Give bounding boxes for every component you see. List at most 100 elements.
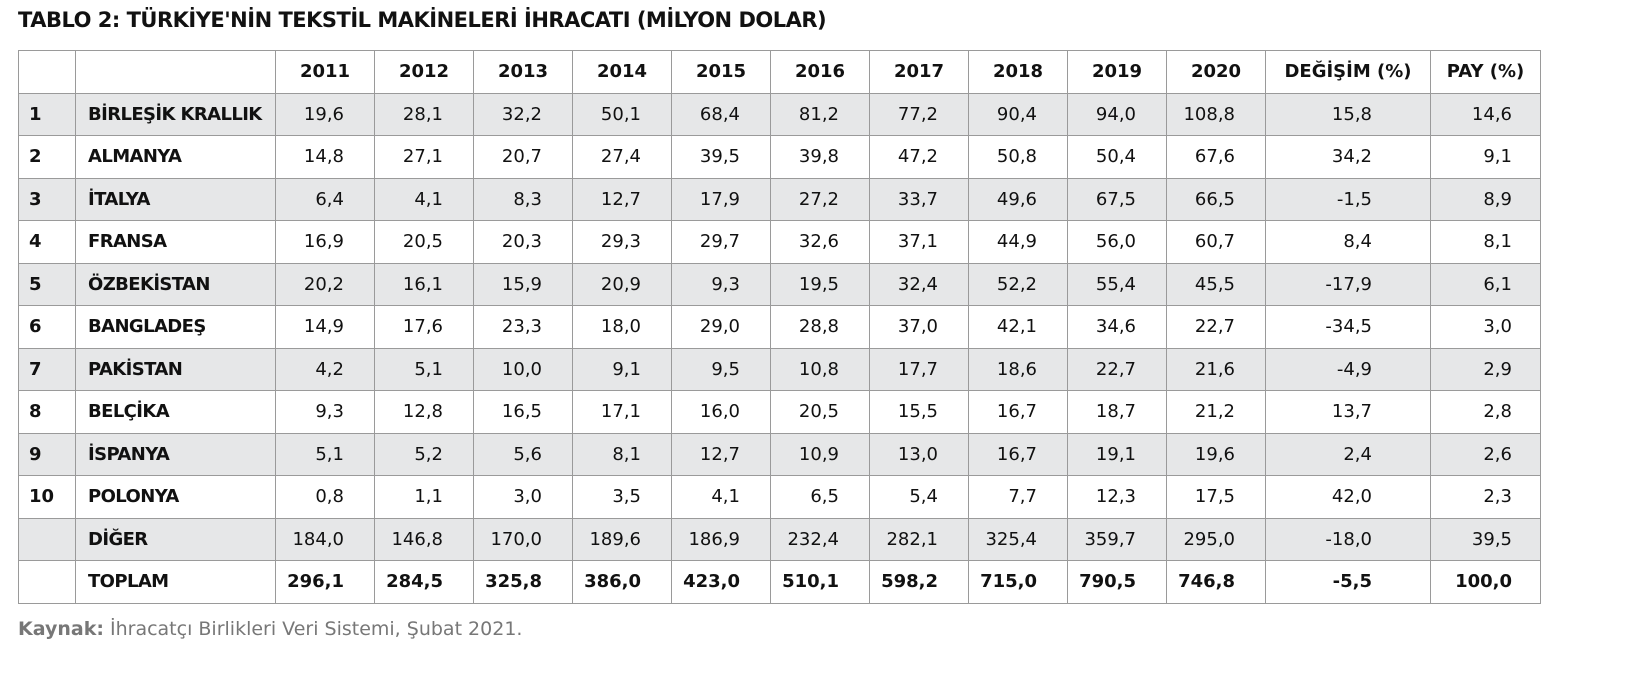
value-cell: 18,7 [1067,390,1167,434]
value-cell: 47,2 [869,135,969,179]
table-row: 8 BELÇİKA 9,3 12,8 16,5 17,1 16,0 20,5 15,5 16,7 1… [18,390,1541,434]
value-cell: 2,9 [1430,347,1541,391]
source-label: Kaynak: [18,618,104,640]
source-note: Kaynak: İhracatçı Birlikleri Veri Sistem… [18,618,522,640]
name-cell: TOPLAM [75,560,276,604]
value-cell: 50,4 [1067,135,1167,179]
header-cell: 2017 [869,50,969,94]
value-cell: 12,8 [374,390,474,434]
value-cell: 9,1 [1430,135,1541,179]
value-cell: 146,8 [374,517,474,561]
value-cell: 32,6 [770,220,870,264]
name-cell: BİRLEŞİK KRALLIK [75,92,276,136]
rank-cell: 6 [18,305,76,349]
value-cell: 232,4 [770,517,870,561]
value-cell: 20,5 [770,390,870,434]
value-cell: 15,5 [869,390,969,434]
header-cell: 2015 [671,50,771,94]
value-cell: 19,5 [770,262,870,306]
value-cell: 16,5 [473,390,573,434]
rank-cell [18,560,76,604]
value-cell: 282,1 [869,517,969,561]
value-cell: 18,0 [572,305,672,349]
value-cell: 20,2 [275,262,375,306]
header-cell: DEĞİŞİM (%) [1265,50,1431,94]
value-cell: 16,1 [374,262,474,306]
value-cell: 55,4 [1067,262,1167,306]
header-cell: 2013 [473,50,573,94]
value-cell: 34,6 [1067,305,1167,349]
value-cell: 3,5 [572,475,672,519]
value-cell: 9,3 [671,262,771,306]
value-cell: 27,4 [572,135,672,179]
value-cell: 50,8 [968,135,1068,179]
value-cell: 2,6 [1430,432,1541,476]
value-cell: 598,2 [869,560,969,604]
name-cell: PAKİSTAN [75,347,276,391]
value-cell: 8,4 [1265,220,1431,264]
value-cell: 28,8 [770,305,870,349]
table-row: TOPLAM 296,1 284,5 325,8 386,0 423,0 510,1 598,… [18,560,1541,604]
value-cell: 284,5 [374,560,474,604]
header-cell: 2019 [1067,50,1167,94]
value-cell: 29,0 [671,305,771,349]
value-cell: 45,5 [1166,262,1266,306]
rank-cell: 9 [18,432,76,476]
value-cell: 295,0 [1166,517,1266,561]
value-cell: 0,8 [275,475,375,519]
value-cell: 4,2 [275,347,375,391]
name-cell: FRANSA [75,220,276,264]
value-cell: 10,8 [770,347,870,391]
value-cell: 19,1 [1067,432,1167,476]
value-cell: 184,0 [275,517,375,561]
value-cell: 39,5 [671,135,771,179]
value-cell: 20,3 [473,220,573,264]
rank-cell [18,517,76,561]
table-row: 10 POLONYA 0,8 1,1 3,0 3,5 4,1 6,5 5,4 7,7 12,3 17,… [18,475,1541,519]
value-cell: 9,1 [572,347,672,391]
value-cell: 2,8 [1430,390,1541,434]
value-cell: 52,2 [968,262,1068,306]
name-cell: DİĞER [75,517,276,561]
header-cell: 2011 [275,50,375,94]
value-cell: 17,6 [374,305,474,349]
value-cell: 13,7 [1265,390,1431,434]
table-row: DİĞER 184,0 146,8 170,0 189,6 186,9 232,4 282,1… [18,517,1541,561]
value-cell: 14,8 [275,135,375,179]
value-cell: 100,0 [1430,560,1541,604]
name-cell: ÖZBEKİSTAN [75,262,276,306]
value-cell: 37,0 [869,305,969,349]
table-title: TABLO 2: TÜRKİYE'NİN TEKSTİL MAKİNELERİ … [18,8,827,32]
value-cell: 12,7 [671,432,771,476]
value-cell: 17,5 [1166,475,1266,519]
data-table: 2011 2012 2013 2014 2015 2016 2017 2018 2019 2020… [18,50,1541,604]
value-cell: 13,0 [869,432,969,476]
value-cell: 359,7 [1067,517,1167,561]
value-cell: 68,4 [671,92,771,136]
value-cell: 15,8 [1265,92,1431,136]
value-cell: 510,1 [770,560,870,604]
value-cell: 386,0 [572,560,672,604]
value-cell: 8,1 [572,432,672,476]
value-cell: 22,7 [1067,347,1167,391]
value-cell: 5,1 [374,347,474,391]
value-cell: 17,7 [869,347,969,391]
value-cell: 10,9 [770,432,870,476]
name-cell: İSPANYA [75,432,276,476]
value-cell: 790,5 [1067,560,1167,604]
value-cell: 325,8 [473,560,573,604]
value-cell: 9,3 [275,390,375,434]
value-cell: 20,7 [473,135,573,179]
value-cell: 42,0 [1265,475,1431,519]
value-cell: 3,0 [473,475,573,519]
value-cell: 81,2 [770,92,870,136]
value-cell: 5,4 [869,475,969,519]
value-cell: 49,6 [968,177,1068,221]
rank-cell: 5 [18,262,76,306]
rank-cell: 2 [18,135,76,179]
value-cell: 17,9 [671,177,771,221]
table-row: 5 ÖZBEKİSTAN 20,2 16,1 15,9 20,9 9,3 19,5 32,4 52… [18,262,1541,306]
value-cell: 27,1 [374,135,474,179]
rank-cell: 10 [18,475,76,519]
